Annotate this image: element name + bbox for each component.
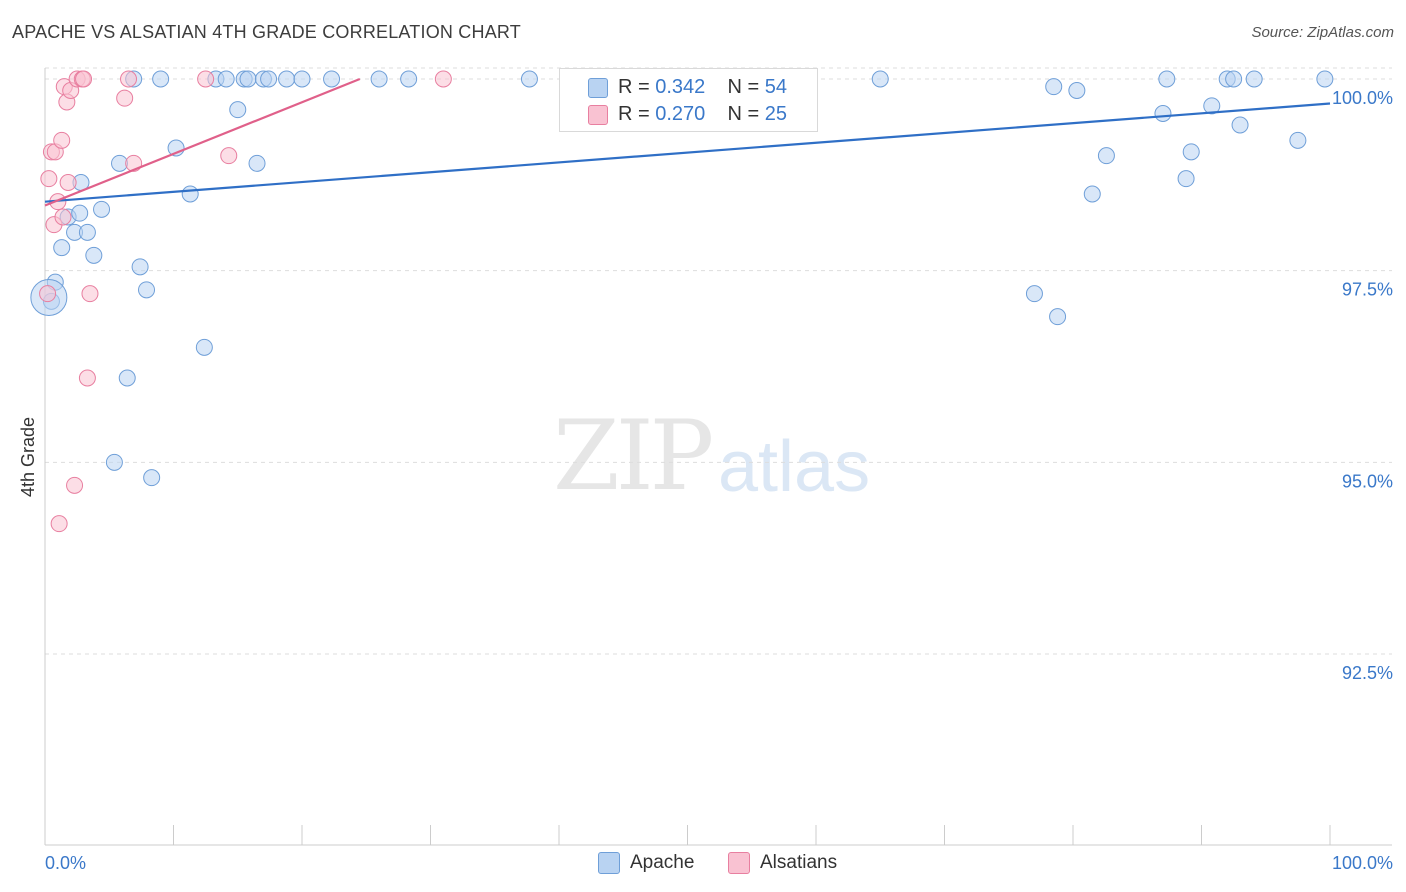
apache-point xyxy=(239,70,257,88)
apache-n-value: 54 xyxy=(764,75,788,98)
apache-point xyxy=(152,70,170,88)
apache-point xyxy=(1316,70,1334,88)
alsatians-n-value: 25 xyxy=(764,102,788,125)
apache-point xyxy=(1025,285,1043,303)
watermark-atlas: atlas xyxy=(718,427,871,507)
apache-point xyxy=(78,223,96,241)
apache-point xyxy=(370,70,388,88)
legend-item-apache[interactable]: Apache xyxy=(598,852,694,874)
alsatians-point xyxy=(220,147,238,165)
alsatians-point xyxy=(434,70,452,88)
apache-legend-swatch xyxy=(588,78,608,98)
alsatians-point xyxy=(66,476,84,494)
apache-point xyxy=(217,70,235,88)
alsatians-r-label: R = xyxy=(618,102,650,125)
apache-point xyxy=(1158,70,1176,88)
apache-swatch xyxy=(598,852,620,874)
apache-point xyxy=(323,70,341,88)
alsatians-point xyxy=(50,515,68,533)
alsatians-point xyxy=(120,70,138,88)
alsatians-point xyxy=(116,89,134,107)
apache-point xyxy=(143,469,161,487)
alsatians-point xyxy=(59,174,77,191)
y-axis-label: 4th Grade xyxy=(18,417,38,497)
apache-point xyxy=(1068,82,1086,99)
apache-point xyxy=(278,70,296,88)
apache-point xyxy=(248,154,266,172)
apache-point xyxy=(1045,78,1063,96)
alsatians-point xyxy=(81,285,99,303)
apache-stats-row: R = 0.342 N = 54 xyxy=(618,74,787,100)
apache-point xyxy=(293,70,311,88)
watermark-zip: ZIP xyxy=(553,400,714,512)
alsatians-n-label: N = xyxy=(727,102,760,125)
x-tick-label: 0.0% xyxy=(45,853,86,873)
apache-point xyxy=(1289,131,1307,149)
alsatians-point xyxy=(39,285,57,303)
apache-point xyxy=(1154,105,1172,122)
stats-legend: R = 0.342 N = 54 R = 0.270 N = 25 xyxy=(559,68,818,132)
apache-point xyxy=(229,101,247,119)
apache-point xyxy=(1083,185,1101,203)
apache-r-value: 0.342 xyxy=(655,75,706,98)
apache-point xyxy=(1225,70,1243,88)
apache-point xyxy=(1049,308,1067,326)
series-legend: Apache Alsatians xyxy=(0,852,1406,878)
apache-n-label: N = xyxy=(727,75,760,98)
alsatians-stats-row: R = 0.270 N = 25 xyxy=(618,101,787,127)
alsatians-legend-label: Alsatians xyxy=(760,852,838,873)
apache-point xyxy=(1203,97,1221,115)
apache-r-label: R = xyxy=(618,75,650,98)
apache-point xyxy=(105,453,123,471)
alsatians-point xyxy=(197,70,215,88)
apache-point xyxy=(85,246,103,264)
apache-point xyxy=(93,200,111,218)
apache-point xyxy=(1182,143,1200,161)
x-tick-label: 100.0% xyxy=(1332,853,1393,873)
apache-point xyxy=(118,369,136,387)
y-tick-label: 100.0% xyxy=(1332,88,1393,108)
apache-point xyxy=(871,70,889,88)
apache-point xyxy=(195,338,213,356)
apache-point xyxy=(1245,70,1263,88)
y-tick-label: 97.5% xyxy=(1342,280,1393,300)
apache-point xyxy=(400,70,418,88)
apache-trend-line xyxy=(44,102,1331,203)
legend-item-alsatians[interactable]: Alsatians xyxy=(728,852,837,874)
y-tick-label: 92.5% xyxy=(1342,663,1393,683)
apache-point xyxy=(138,281,156,299)
apache-point xyxy=(71,204,89,222)
apache-point xyxy=(1231,116,1249,134)
alsatians-r-value: 0.270 xyxy=(655,102,706,125)
alsatians-point xyxy=(53,131,71,149)
alsatians-legend-swatch xyxy=(588,105,608,125)
apache-point xyxy=(260,70,278,88)
source-credit: Source: ZipAtlas.com xyxy=(1251,24,1394,41)
alsatians-swatch xyxy=(728,852,750,874)
apache-point xyxy=(181,185,199,203)
chart-title: APACHE VS ALSATIAN 4TH GRADE CORRELATION… xyxy=(12,22,521,42)
apache-point xyxy=(520,70,538,88)
apache-point xyxy=(1177,170,1195,188)
apache-point xyxy=(111,154,129,172)
alsatians-point xyxy=(78,369,96,387)
apache-point xyxy=(53,239,71,257)
alsatians-trend-line xyxy=(44,77,361,207)
apache-point xyxy=(1097,147,1115,165)
apache-point xyxy=(131,258,149,276)
alsatians-point xyxy=(75,70,93,88)
alsatians-point xyxy=(54,208,72,226)
alsatians-point xyxy=(40,170,58,188)
apache-legend-label: Apache xyxy=(630,852,695,873)
y-tick-label: 95.0% xyxy=(1342,471,1393,491)
